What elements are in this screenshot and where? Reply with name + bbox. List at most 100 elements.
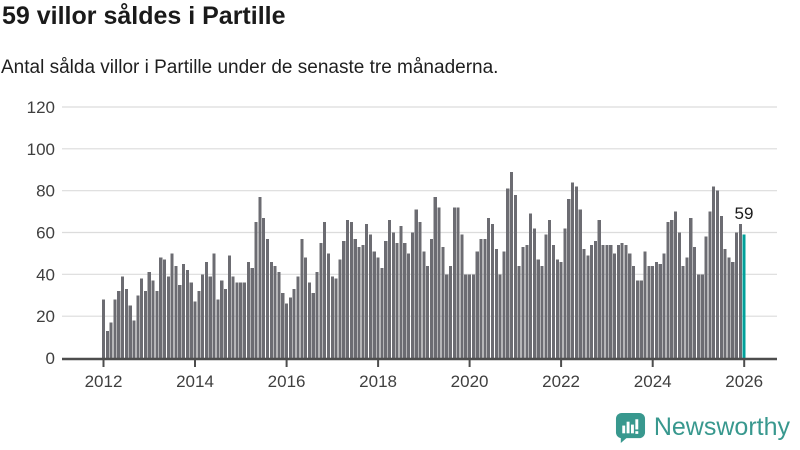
bar — [277, 272, 281, 358]
bar — [433, 196, 437, 358]
bar — [654, 261, 659, 358]
bar — [185, 270, 189, 358]
bar — [239, 282, 243, 358]
bar — [121, 276, 125, 358]
bar — [220, 280, 224, 358]
bar — [346, 219, 350, 358]
newsworthy-logo: Newsworthy — [615, 412, 790, 443]
bar — [223, 288, 228, 358]
bar — [612, 253, 617, 358]
bar — [227, 255, 231, 358]
bar — [384, 240, 388, 358]
bar — [685, 257, 689, 358]
bar — [643, 251, 647, 358]
x-tick-label: 2012 — [85, 372, 123, 391]
bar — [441, 247, 445, 358]
x-tick-label: 2018 — [359, 372, 397, 391]
bar — [403, 242, 407, 358]
chart-subtitle: Antal sålda villor i Partille under de s… — [1, 57, 499, 78]
bar — [292, 288, 296, 358]
bar — [178, 284, 182, 358]
bar — [338, 259, 342, 358]
bar — [559, 261, 563, 358]
bar — [567, 199, 571, 358]
bar — [182, 263, 186, 358]
bar — [300, 238, 304, 358]
bar — [448, 265, 453, 358]
bar — [536, 259, 540, 358]
bar — [243, 282, 247, 358]
bar — [727, 257, 731, 358]
bar — [117, 291, 121, 358]
bar — [265, 238, 270, 358]
bar — [479, 238, 483, 358]
bar — [166, 276, 170, 358]
bar — [731, 261, 735, 358]
bar — [582, 249, 586, 358]
y-tick-label: 40 — [36, 265, 55, 284]
bar — [365, 224, 369, 358]
bar — [201, 274, 205, 358]
bar — [571, 182, 575, 358]
y-tick-label: 120 — [27, 98, 55, 117]
bar — [361, 245, 365, 358]
bar — [704, 236, 708, 358]
bar — [231, 276, 235, 358]
x-tick-label: 2014 — [176, 372, 214, 391]
bar — [517, 265, 521, 358]
bar — [410, 232, 414, 358]
bar — [124, 288, 128, 358]
bar — [647, 265, 651, 358]
x-tick-label: 2022 — [542, 372, 580, 391]
bar — [452, 207, 456, 358]
bar — [673, 211, 678, 358]
bar — [155, 291, 159, 358]
bar — [651, 265, 655, 358]
bar — [250, 268, 254, 358]
bar — [285, 303, 289, 358]
bar — [376, 257, 380, 358]
bar — [399, 226, 403, 358]
bar — [712, 186, 716, 358]
bar — [632, 265, 636, 358]
bar-latest — [742, 234, 746, 358]
bar — [387, 219, 392, 358]
bar — [696, 274, 700, 358]
bar — [490, 224, 495, 358]
bar — [418, 222, 422, 358]
bar — [658, 263, 662, 358]
bar — [170, 253, 174, 358]
bar — [677, 232, 681, 358]
bar — [487, 217, 491, 358]
bar — [235, 282, 239, 358]
bar — [483, 238, 487, 358]
bar — [620, 242, 624, 358]
bar — [719, 215, 723, 358]
y-tick-label: 0 — [46, 349, 55, 368]
bar — [147, 272, 151, 358]
page-title: 59 villor såldes i Partille — [2, 2, 286, 30]
bar — [323, 222, 327, 358]
bar — [666, 222, 670, 358]
bar — [715, 190, 720, 358]
bar — [212, 253, 216, 358]
bar — [113, 299, 117, 358]
bar — [597, 219, 601, 358]
bar — [246, 261, 250, 358]
bar — [407, 253, 411, 358]
bar — [326, 253, 331, 358]
bar — [689, 217, 693, 358]
bar — [635, 280, 639, 358]
bar — [204, 261, 209, 358]
bar — [357, 247, 361, 358]
bar — [319, 242, 323, 358]
bar — [426, 265, 430, 358]
bar — [193, 301, 197, 358]
bar — [601, 245, 605, 358]
bar — [460, 234, 464, 358]
bar — [506, 188, 510, 358]
bar — [368, 234, 372, 358]
bar — [189, 282, 193, 358]
bar — [735, 232, 739, 358]
